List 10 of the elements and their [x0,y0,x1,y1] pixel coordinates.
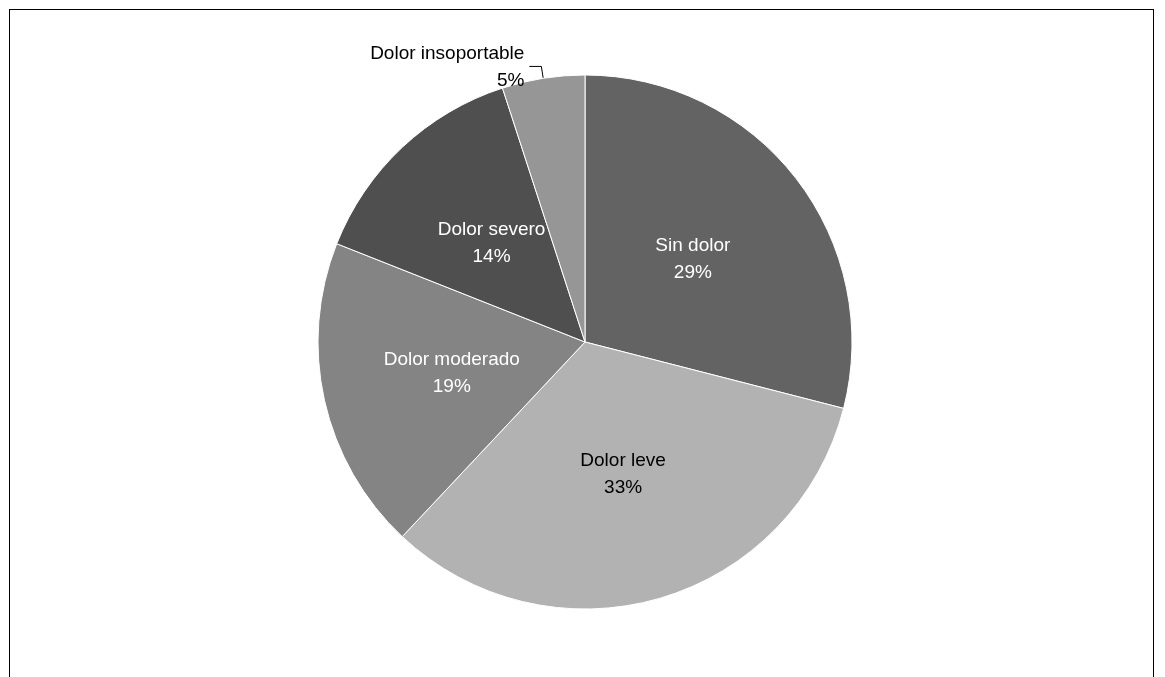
slice-label: Dolor severo [437,218,546,240]
data-label: 19% [432,374,471,396]
slice-label: Dolor moderado [383,347,520,369]
data-label: 5% [496,69,525,91]
data-label: 14% [472,245,511,267]
data-label: 29% [673,261,712,283]
slice-label: Sin dolor [655,234,732,256]
data-label: 33% [604,476,643,498]
slice-label: Dolor leve [580,449,666,471]
slice-label: Dolor insoportable [370,42,525,64]
